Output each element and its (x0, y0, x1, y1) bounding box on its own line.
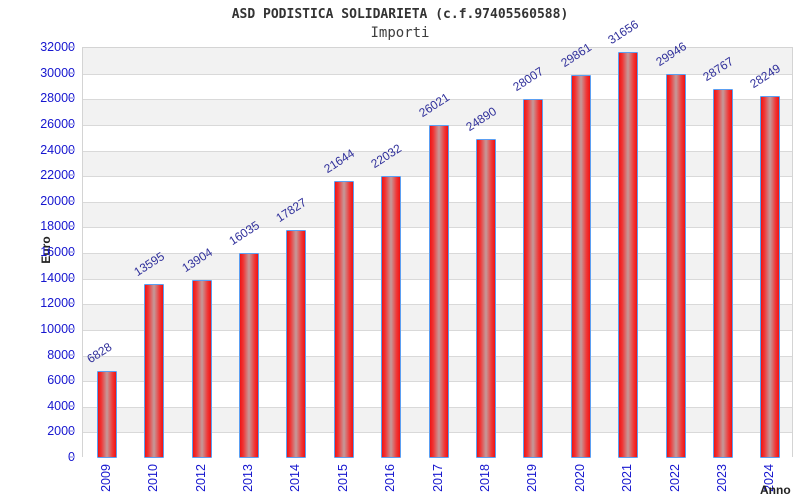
x-axis-tick-label: 2016 (383, 464, 398, 492)
gridline (83, 99, 792, 101)
y-axis-tick-mark (70, 174, 74, 177)
x-axis-tick-label: 2009 (98, 464, 113, 492)
bar-2024 (760, 96, 781, 458)
y-axis-tick-mark (70, 46, 74, 48)
y-axis-tick-label: 16000 (40, 245, 75, 259)
bar-2013 (238, 252, 259, 458)
x-axis-tick-label: 2022 (667, 464, 682, 492)
x-axis-tick-label: 2010 (146, 464, 161, 492)
bar-2022 (665, 74, 686, 458)
plot-band (83, 48, 792, 74)
bar-2012 (191, 279, 212, 458)
y-axis-tick-label: 32000 (40, 40, 75, 54)
x-axis-tick-label: 2013 (240, 464, 255, 492)
x-axis-tick-label: 2021 (620, 464, 635, 492)
y-axis-tick-mark (70, 276, 74, 279)
chart-subtitle: Importi (370, 25, 430, 41)
y-axis-tick-label: 6000 (47, 373, 75, 388)
bar-2021 (618, 52, 639, 458)
x-axis-tick-label: 2014 (288, 464, 303, 492)
y-axis-tick-label: 22000 (40, 168, 75, 183)
y-axis-tick-mark (70, 404, 74, 407)
bar-2020 (570, 75, 591, 458)
x-axis-title: Anno (760, 483, 791, 497)
y-axis-tick-label: 8000 (47, 347, 75, 362)
gridline (83, 73, 792, 75)
x-axis-tick-label: 2018 (477, 464, 492, 492)
y-axis-tick-mark (70, 148, 74, 151)
y-axis-tick-mark (70, 353, 74, 356)
bar-2010 (144, 283, 165, 458)
y-axis-tick-label: 30000 (40, 65, 75, 80)
y-axis-tick-label: 24000 (40, 142, 75, 157)
y-axis-tick-mark (70, 456, 74, 458)
bar-2016 (381, 175, 402, 458)
y-axis-tick-mark (70, 302, 74, 305)
x-axis-tick-label: 2017 (430, 464, 445, 492)
y-axis-tick-mark (70, 122, 74, 125)
chart-title: ASD PODISTICA SOLIDARIETA (c.f.974055605… (231, 7, 569, 22)
bar-2009 (96, 370, 117, 458)
x-axis-tick-label: 2019 (525, 464, 540, 492)
x-axis-tick-label: 2020 (572, 464, 587, 492)
y-axis-tick-label: 2000 (47, 424, 75, 439)
bar-2023 (712, 89, 733, 458)
y-axis-tick-label: 4000 (47, 398, 75, 413)
y-axis-tick-label: 14000 (40, 270, 75, 285)
y-axis-tick-label: 28000 (40, 91, 75, 106)
chart-plot-area (82, 47, 793, 458)
x-axis-tick-label: 2023 (714, 464, 729, 492)
y-axis-tick-mark (70, 199, 74, 202)
y-axis-tick-label: 10000 (40, 321, 75, 336)
y-axis-tick-label: 0 (15, 450, 75, 464)
y-axis-tick-mark (70, 430, 74, 433)
y-axis-tick-label: 12000 (40, 296, 75, 311)
bar-2017 (428, 124, 449, 458)
y-axis-tick-mark (70, 71, 74, 74)
y-axis-tick-mark (70, 225, 74, 228)
bar-2018 (475, 139, 496, 458)
bar-2015 (333, 180, 354, 458)
y-axis-tick-mark (70, 251, 74, 253)
y-axis-tick-mark (70, 327, 74, 330)
bar-2019 (523, 99, 544, 458)
x-axis-tick-label: 2012 (193, 464, 208, 492)
y-axis-tick-label: 20000 (40, 193, 75, 208)
y-axis-tick-mark (70, 379, 74, 382)
y-axis-tick-label: 18000 (40, 219, 75, 234)
y-axis-tick-mark (70, 97, 74, 100)
x-axis-tick-label: 2015 (335, 464, 350, 492)
bar-2014 (286, 229, 307, 458)
y-axis-tick-label: 26000 (40, 116, 75, 131)
